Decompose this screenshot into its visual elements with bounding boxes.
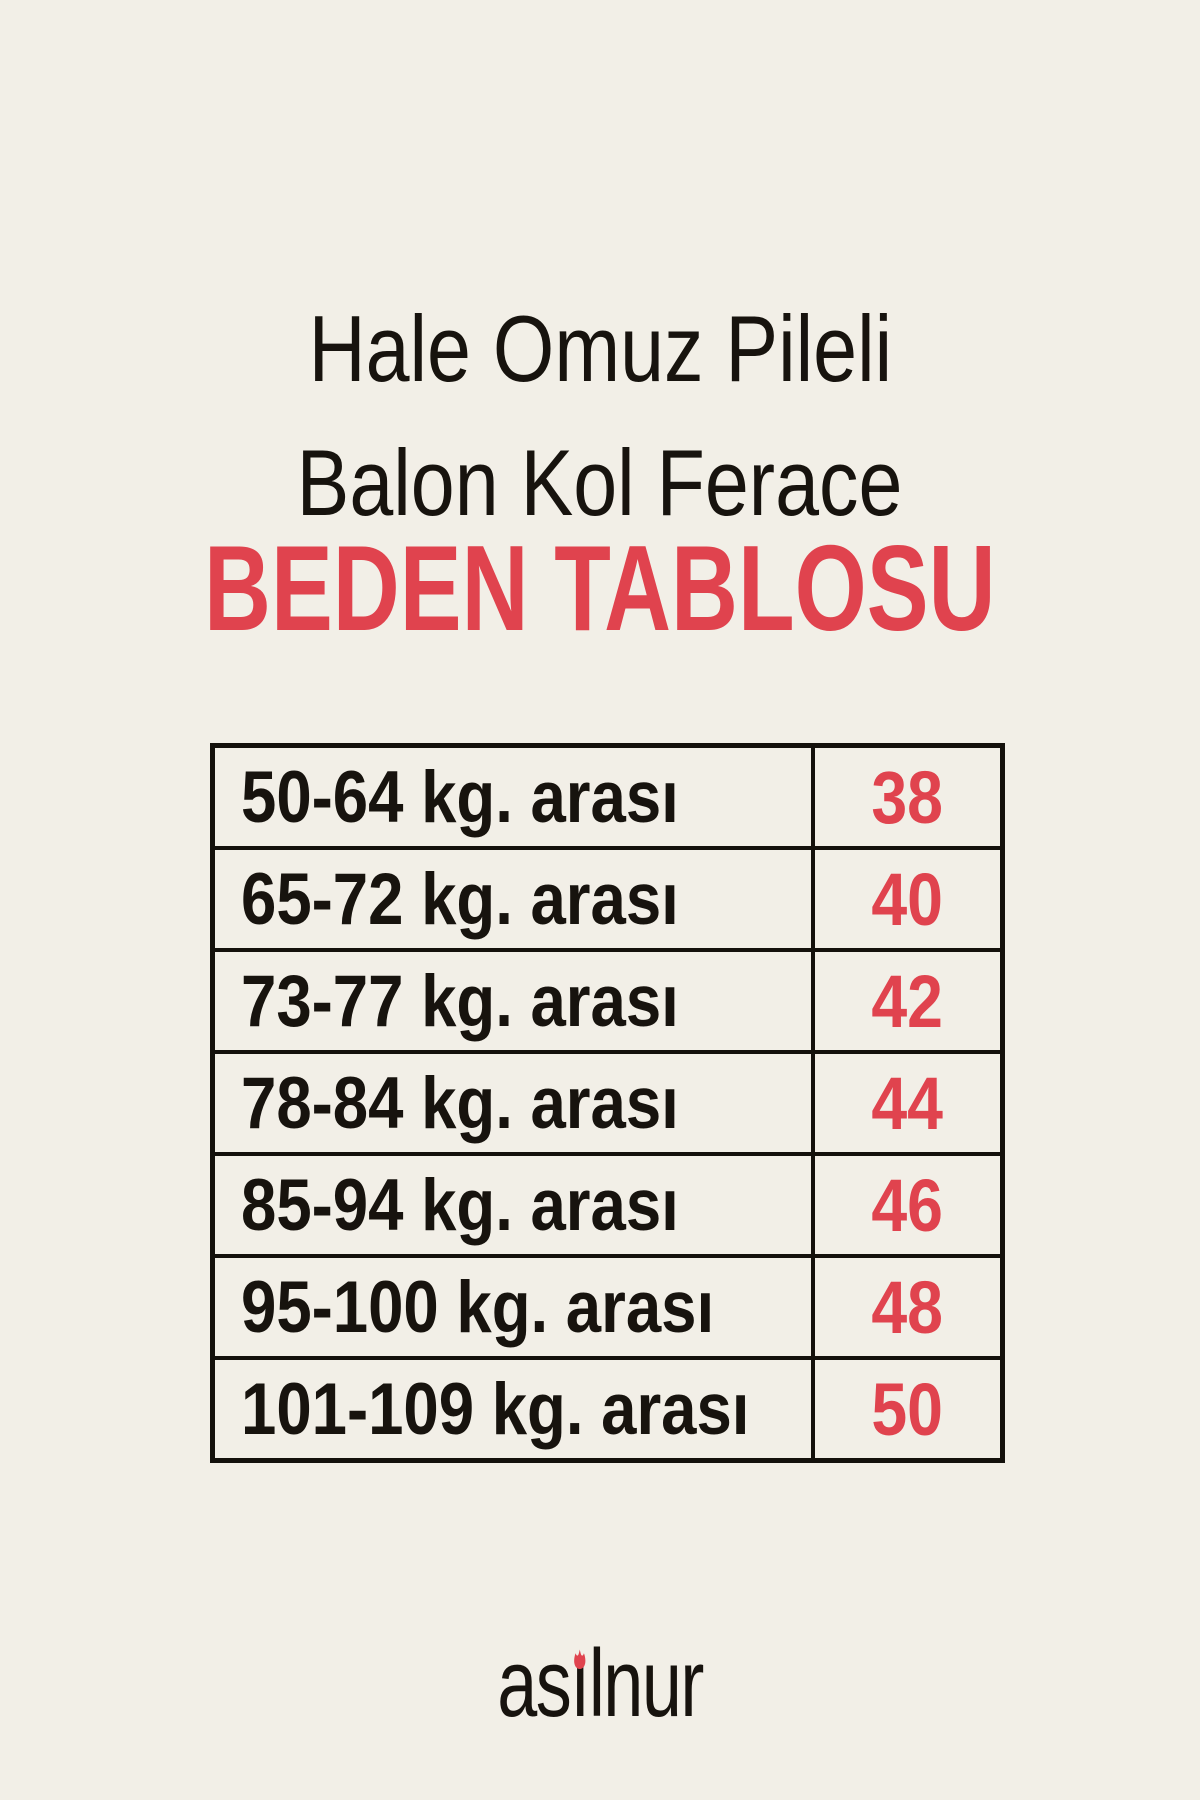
weight-range-cell: 50-64 kg. arası — [210, 743, 815, 850]
size-value-cell: 46 — [810, 1152, 1005, 1258]
table-row: 95-100 kg. arası 48 — [210, 1254, 1005, 1360]
brand-text-pre: as — [497, 1630, 572, 1737]
size-value-cell: 44 — [810, 1050, 1005, 1156]
brand-wordmark: as ılnur — [497, 1628, 705, 1740]
section-title-text: BEDEN TABLOSU — [204, 520, 996, 656]
size-value-cell: 40 — [810, 846, 1005, 952]
section-title: BEDEN TABLOSU — [0, 518, 1200, 658]
product-title-text-1: Hale Omuz Pileli — [308, 296, 892, 401]
size-value-cell: 50 — [810, 1356, 1005, 1463]
size-value-cell: 48 — [810, 1254, 1005, 1360]
product-title-line-1: Hale Omuz Pileli — [0, 290, 1200, 408]
weight-range-cell: 65-72 kg. arası — [210, 846, 815, 952]
table-row: 78-84 kg. arası 44 — [210, 1050, 1005, 1156]
product-title-line-2: Balon Kol Ferace — [0, 424, 1200, 542]
brand-logo: as ılnur — [0, 1628, 1200, 1740]
weight-range-cell: 95-100 kg. arası — [210, 1254, 815, 1360]
brand-text-post: lnur — [588, 1630, 705, 1737]
table-row: 65-72 kg. arası 40 — [210, 846, 1005, 952]
weight-range-cell: 85-94 kg. arası — [210, 1152, 815, 1258]
size-value-cell: 38 — [810, 743, 1005, 850]
size-table: 50-64 kg. arası 38 65-72 kg. arası 40 73… — [210, 743, 1005, 1463]
table-row: 85-94 kg. arası 46 — [210, 1152, 1005, 1258]
tulip-icon — [573, 1649, 586, 1669]
weight-range-cell: 78-84 kg. arası — [210, 1050, 815, 1156]
weight-range-cell: 101-109 kg. arası — [210, 1356, 815, 1463]
size-value-cell: 42 — [810, 948, 1005, 1054]
brand-letter-i: ı — [570, 1628, 590, 1740]
table-row: 73-77 kg. arası 42 — [210, 948, 1005, 1054]
table-row: 50-64 kg. arası 38 — [210, 743, 1005, 850]
weight-range-cell: 73-77 kg. arası — [210, 948, 815, 1054]
table-row: 101-109 kg. arası 50 — [210, 1356, 1005, 1463]
product-title-text-2: Balon Kol Ferace — [297, 430, 903, 535]
brand-text-i: ı — [570, 1630, 590, 1737]
